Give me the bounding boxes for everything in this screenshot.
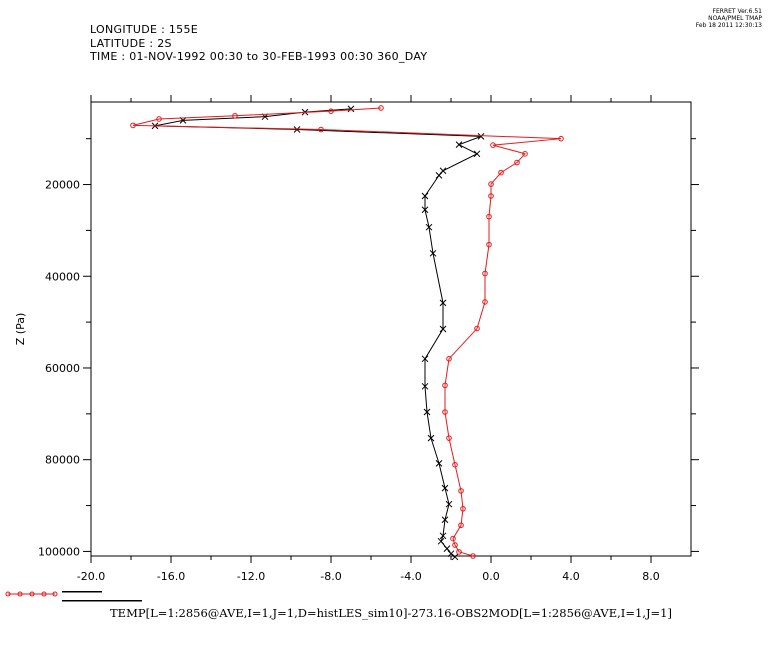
- y-tick-label: 20000: [45, 179, 80, 192]
- series-1-line: [132, 107, 562, 557]
- series-1-point: [470, 553, 476, 559]
- series-1-point: [130, 122, 136, 129]
- series-0-point: [439, 299, 447, 307]
- series-0-point: [421, 192, 429, 200]
- y-tick-label: 40000: [45, 270, 80, 283]
- series-0-point: [429, 249, 437, 257]
- series-1-point: [488, 193, 494, 199]
- x-tick-label: 0.0: [482, 570, 500, 583]
- legend-caption-line-2: [62, 600, 142, 602]
- series-1-point: [328, 108, 334, 114]
- series-1-point: [450, 535, 456, 542]
- header-longitude: LONGITUDE : 155E: [90, 23, 199, 36]
- series-1-point: [482, 270, 488, 277]
- series-1-point: [514, 159, 520, 166]
- legend-red-marker: [17, 591, 23, 597]
- series-1-point: [456, 549, 462, 555]
- x-tick-label: -4.0: [400, 570, 421, 583]
- series-0-point: [421, 355, 429, 363]
- series-0-point: [445, 500, 453, 508]
- series-0-point: [421, 382, 429, 390]
- y-tick-label: 80000: [45, 454, 80, 467]
- series-1-point: [460, 505, 466, 512]
- series-0-point: [447, 550, 455, 558]
- series-1-point: [442, 409, 448, 415]
- x-tick-label: 8.0: [642, 570, 660, 583]
- series-1-point: [378, 105, 384, 111]
- series-0-point: [435, 172, 443, 179]
- ferret-version-tag: FERRET Ver.6.51 NOAA/PMEL TMAP Feb 18 20…: [696, 8, 762, 29]
- footer-title: TEMP[L=1:2856@AVE,I=1,J=1,D=histLES_sim1…: [110, 606, 672, 620]
- series-1-point: [522, 151, 528, 157]
- x-tick-label: -20.0: [77, 570, 105, 583]
- series-1-point: [488, 181, 494, 187]
- series-0-point: [439, 532, 447, 540]
- series-0-point: [441, 484, 449, 492]
- series-1-point: [486, 241, 492, 248]
- plot-frame: [90, 101, 692, 557]
- series-1-point: [458, 522, 464, 529]
- series-0-point: [451, 553, 459, 561]
- series-0-line: [154, 108, 482, 558]
- series-1-point: [156, 116, 162, 122]
- series-1-point: [558, 135, 564, 142]
- legend-red-marker: [52, 591, 58, 597]
- header-time: TIME : 01-NOV-1992 00:30 to 30-FEB-1993 …: [90, 50, 428, 63]
- series-0-point: [347, 105, 355, 113]
- series-0-point: [427, 434, 435, 442]
- series-1-point: [474, 325, 480, 332]
- x-tick-label: -8.0: [320, 570, 341, 583]
- series-0-point: [425, 223, 433, 231]
- series-0-point: [435, 460, 443, 467]
- series-0-point: [439, 325, 447, 333]
- series-0-point: [473, 150, 481, 158]
- series-0-point: [455, 141, 463, 149]
- series-1-point: [490, 142, 496, 148]
- series-1-point: [446, 435, 452, 441]
- series-1-point: [232, 112, 238, 119]
- header-latitude: LATITUDE : 2S: [90, 37, 172, 50]
- legend-red-marker: [29, 591, 35, 597]
- ferret-tag-line3: Feb 18 2011 12:30:13: [695, 22, 762, 29]
- series-1-point: [452, 542, 458, 548]
- series-0-point: [443, 545, 451, 553]
- series-1-point: [486, 213, 492, 220]
- series-0-point: [441, 516, 449, 524]
- y-tick-label: 100000: [38, 545, 80, 558]
- legend-red-marker: [41, 591, 47, 597]
- series-0-point: [437, 537, 445, 545]
- ferret-tag-line1: FERRET Ver.6.51: [712, 8, 762, 15]
- x-tick-label: -16.0: [157, 570, 185, 583]
- x-tick-label: 4.0: [562, 570, 580, 583]
- series-1-point: [458, 488, 464, 494]
- series-1-point: [318, 126, 324, 133]
- series-0-point: [293, 126, 301, 133]
- series-0-point: [421, 206, 429, 214]
- legend-red-marker: [5, 591, 11, 597]
- y-axis-title: Z (Pa): [14, 313, 27, 346]
- x-tick-label: -12.0: [237, 570, 265, 583]
- series-1-point: [452, 461, 458, 468]
- series-0-point: [477, 133, 485, 140]
- y-tick-label: 60000: [45, 362, 80, 375]
- legend-caption-line-1: [62, 591, 102, 593]
- series-0-point: [423, 408, 431, 416]
- series-1-point: [446, 356, 452, 362]
- series-1-point: [442, 382, 448, 389]
- series-1-point: [482, 299, 488, 305]
- series-1-point: [498, 169, 504, 176]
- ferret-tag-line2: NOAA/PMEL TMAP: [708, 15, 762, 22]
